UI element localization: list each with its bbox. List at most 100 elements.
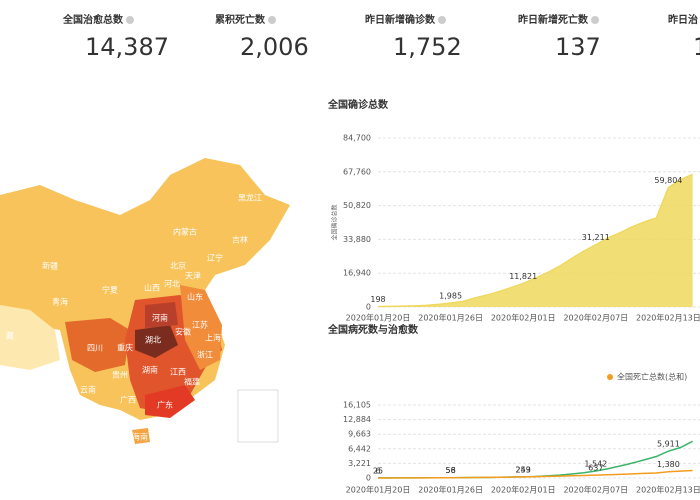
province-label: 山西 (144, 283, 160, 293)
line (377, 440, 693, 479)
province-label: 天津 (185, 271, 201, 281)
y-tick-label: 6,442 (348, 444, 371, 453)
legend-swatch (607, 374, 613, 380)
province-label: 宁夏 (102, 285, 118, 295)
province-label: 台湾 (202, 395, 218, 405)
x-tick-label: 2020年02月07日 (563, 485, 628, 495)
data-label: 1,542 (584, 460, 607, 469)
province-label: 藏 (6, 331, 14, 341)
stat-value: 1 (693, 33, 700, 61)
province-label: 黑龙江 (238, 193, 262, 203)
province-label: 江苏 (192, 320, 208, 330)
data-label: 6 (375, 466, 380, 475)
map-guangdong (145, 385, 195, 418)
data-label: 58 (446, 466, 456, 475)
province-label: 湖北 (145, 336, 161, 345)
stat-label: 昨日治 (668, 13, 698, 26)
map-hainan (132, 428, 150, 444)
line (377, 469, 693, 479)
data-label: 259 (516, 465, 531, 474)
x-tick-label: 2020年02月01日 (491, 313, 556, 323)
province-label: 重庆 (117, 343, 133, 353)
stat-label: 全国治愈总数 (62, 13, 124, 26)
data-label: 11,821 (509, 272, 537, 281)
province-label: 上海 (205, 333, 221, 343)
stat-value: 137 (555, 33, 601, 61)
province-label: 青海 (52, 297, 68, 307)
data-label: 31,211 (582, 233, 610, 242)
x-tick-label: 2020年02月13日 (636, 485, 700, 495)
x-tick-label: 2020年01月20日 (346, 313, 411, 323)
x-tick-label: 2020年01月26日 (418, 485, 483, 495)
y-tick-label: 16,940 (343, 269, 371, 278)
info-icon (126, 16, 134, 24)
province-label: 海南 (132, 432, 148, 442)
province-label: 吉林 (232, 235, 248, 245)
province-label: 河南 (152, 313, 168, 323)
legend-label: 全国死亡总数(总和) (617, 372, 687, 382)
y-tick-label: 50,820 (343, 201, 371, 210)
y-axis-label: 全国确诊总数 (331, 204, 339, 240)
x-tick-label: 2020年01月20日 (346, 485, 411, 495)
y-tick-label: 84,700 (343, 134, 371, 143)
map-west (0, 305, 60, 370)
province-label: 河北 (164, 279, 180, 289)
data-label: 243 (516, 465, 531, 474)
province-label: 北京 (170, 261, 186, 271)
province-label: 贵州 (112, 370, 128, 380)
info-icon (438, 16, 446, 24)
map-east (180, 285, 222, 370)
data-label: 1,985 (439, 292, 462, 301)
stat-label: 昨日新增确诊数 (365, 13, 436, 26)
y-tick-label: 12,884 (343, 415, 371, 424)
stat-label: 累积死亡数 (215, 13, 266, 26)
x-tick-label: 2020年01月26日 (418, 313, 483, 323)
y-tick-label: 0 (366, 303, 371, 312)
province-label: 广西 (120, 395, 136, 405)
data-label: 25 (373, 466, 383, 475)
chart-title: 全国病死数与治愈数 (327, 323, 419, 336)
province-label: 南海诸岛 (239, 430, 271, 440)
y-tick-label: 16,105 (343, 401, 371, 410)
x-tick-label: 2020年02月07日 (563, 313, 628, 323)
info-icon (268, 16, 276, 24)
province-label: 浙江 (197, 350, 213, 360)
map-hubei (135, 325, 178, 358)
map-inset (237, 389, 279, 443)
x-tick-label: 2020年02月13日 (636, 313, 700, 323)
y-tick-label: 67,760 (343, 167, 371, 176)
province-label: 内蒙古 (173, 227, 197, 237)
province-label: 云南 (80, 385, 96, 395)
y-tick-label: 33,880 (343, 235, 371, 244)
province-label: 湖南 (142, 365, 158, 375)
line (377, 173, 693, 308)
data-label: 198 (370, 295, 385, 304)
province-label: 江西 (170, 368, 186, 377)
stat-label: 昨日新增死亡数 (518, 13, 589, 26)
data-label: 637 (588, 464, 603, 473)
stat-value: 14,387 (85, 33, 169, 61)
province-label: 安徽 (175, 327, 191, 337)
y-tick-label: 0 (366, 474, 371, 483)
data-label: 59,804 (654, 176, 682, 185)
data-label: 1,380 (657, 460, 680, 469)
province-label: 福建 (184, 377, 200, 387)
province-label: 四川 (87, 344, 103, 353)
y-tick-label: 3,221 (348, 459, 371, 468)
map-henan (145, 302, 178, 328)
stat-value: 1,752 (393, 33, 462, 61)
info-icon (591, 16, 599, 24)
data-label: 56 (446, 466, 456, 475)
province-label: 新疆 (42, 261, 58, 271)
x-tick-label: 2020年02月01日 (491, 485, 556, 495)
data-label: 5,911 (657, 440, 680, 449)
map (0, 158, 290, 444)
province-label: 山东 (187, 292, 203, 302)
stat-value: 2,006 (240, 33, 309, 61)
province-label: 广东 (157, 400, 173, 410)
y-tick-label: 9,663 (348, 430, 371, 439)
province-label: 辽宁 (207, 253, 223, 263)
chart-title: 全国确诊总数 (327, 98, 389, 111)
